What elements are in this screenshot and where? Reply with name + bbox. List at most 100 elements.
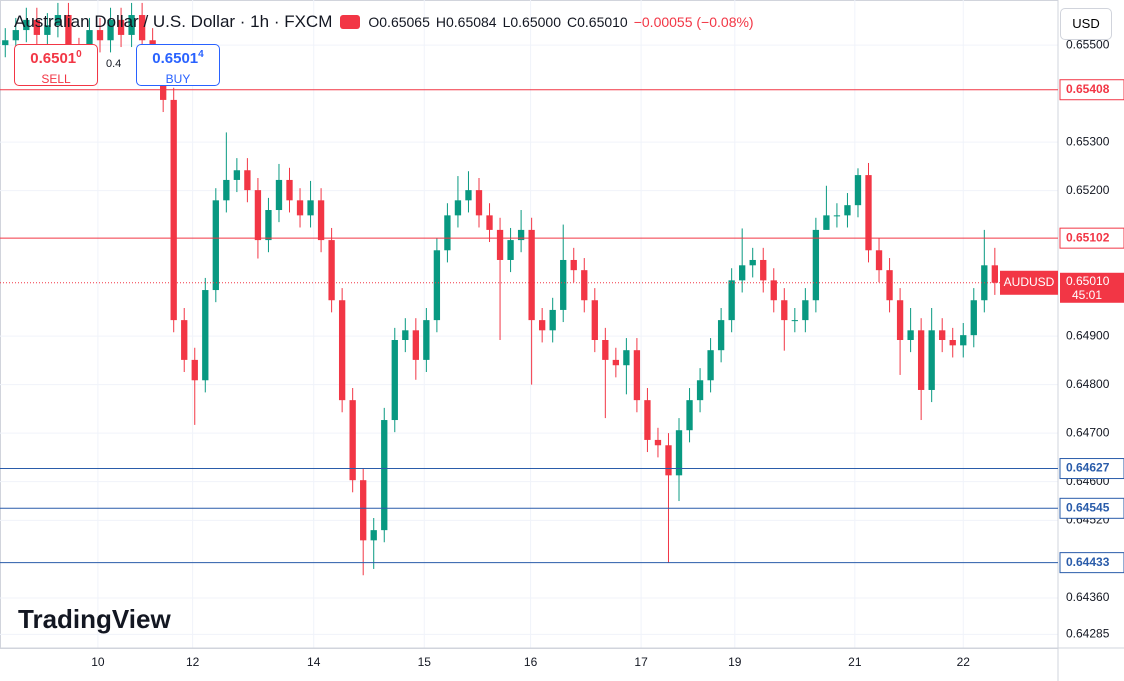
buy-button[interactable]: 0.65014 BUY <box>136 44 220 86</box>
candle-body <box>949 340 956 346</box>
candle-body <box>886 270 893 301</box>
candle-body <box>560 259 567 310</box>
candle-body <box>212 200 219 291</box>
candle-body <box>865 175 872 251</box>
candle-body <box>54 15 62 26</box>
y-tick-label: 0.65300 <box>1066 134 1110 148</box>
candle-body <box>802 300 809 321</box>
candle-body <box>496 229 504 260</box>
x-tick-label: 21 <box>848 655 862 669</box>
candle-body <box>296 200 304 216</box>
low: L0.65000 <box>502 14 561 30</box>
sell-label: SELL <box>41 72 71 86</box>
level-label: 0.64433 <box>1066 555 1110 569</box>
candle-body <box>928 330 935 390</box>
x-tick-label: 16 <box>524 655 538 669</box>
sell-sup: 0 <box>76 49 82 60</box>
header: Australian Dollar / U.S. Dollar · 1h · F… <box>14 12 754 32</box>
x-tick-label: 14 <box>307 655 321 669</box>
candle-body <box>486 215 493 230</box>
candle-body <box>728 280 735 321</box>
chart-title: Australian Dollar / U.S. Dollar · 1h · F… <box>14 12 333 31</box>
candle-body <box>812 229 820 301</box>
candle-body <box>412 330 419 360</box>
y-tick-label: 0.64360 <box>1066 590 1110 604</box>
candle-body <box>265 210 272 241</box>
level-label: 0.65408 <box>1066 82 1110 96</box>
high: H0.65084 <box>435 14 497 30</box>
candle-body <box>791 320 798 322</box>
candle-body <box>244 170 251 191</box>
sell-button[interactable]: 0.65010 SELL <box>14 44 98 86</box>
sell-price: 0.6501 <box>30 50 77 67</box>
candle-body <box>960 335 967 346</box>
candle-body <box>454 200 462 216</box>
open: O0.65065 <box>368 14 430 30</box>
candle-body <box>739 265 746 281</box>
candle-body <box>138 15 146 41</box>
buy-label: BUY <box>165 72 191 86</box>
candle-body <box>612 359 620 366</box>
candle-body <box>633 350 641 401</box>
candle-body <box>591 300 598 341</box>
candle-body <box>581 270 588 301</box>
logo: TradingView <box>18 604 171 634</box>
candle-body <box>707 350 714 381</box>
candle-body <box>528 229 535 321</box>
candle-body <box>833 215 841 217</box>
candle-body <box>423 320 430 360</box>
candle-body <box>907 330 914 341</box>
candle-body <box>117 19 125 35</box>
candle-body <box>507 240 514 260</box>
candle-body <box>360 480 367 541</box>
candle-body <box>602 340 609 360</box>
candle-body <box>970 300 977 336</box>
candle-body <box>275 179 283 211</box>
candle-body <box>254 190 262 241</box>
candle-body <box>170 99 177 321</box>
y-tick-label: 0.64800 <box>1066 377 1110 391</box>
buy-price: 0.6501 <box>152 50 199 67</box>
alert-icon[interactable] <box>340 15 361 29</box>
candle-body <box>444 215 451 251</box>
level-label: 0.65102 <box>1066 230 1110 244</box>
candle-body <box>644 400 651 440</box>
candle-body <box>570 259 577 271</box>
candle-body <box>223 179 230 201</box>
candle-body <box>23 19 30 31</box>
y-tick-label: 0.64285 <box>1066 627 1110 641</box>
candle-body <box>370 530 377 541</box>
candle-body <box>896 300 904 341</box>
candle-body <box>12 30 19 41</box>
candle-body <box>128 15 135 35</box>
candle-body <box>328 240 335 301</box>
x-tick-label: 19 <box>728 655 742 669</box>
ohlc: O0.65065 H0.65084 L0.65000 C0.65010 −0.0… <box>368 14 753 30</box>
candle-body <box>665 445 672 476</box>
candle-body <box>939 330 946 341</box>
currency-button[interactable]: USD <box>1060 8 1112 40</box>
candle-body <box>549 309 556 331</box>
candle-body <box>233 170 241 180</box>
x-tick-label: 22 <box>957 655 971 669</box>
candle-body <box>317 200 325 241</box>
last-price-label: 0.65010 <box>1066 274 1110 288</box>
candle-body <box>539 320 546 331</box>
candle-body <box>44 25 51 35</box>
candle-body <box>917 330 925 390</box>
candle-body <box>854 175 862 206</box>
change: −0.00055 (−0.08%) <box>633 14 754 30</box>
level-label: 0.64545 <box>1066 500 1110 514</box>
candle-body <box>844 205 851 216</box>
candle-body <box>696 380 704 401</box>
spread: 0.4 <box>106 58 122 70</box>
buy-sup: 4 <box>198 49 204 60</box>
x-tick-label: 12 <box>186 655 200 669</box>
level-tag <box>1059 227 1124 249</box>
x-tick-label: 10 <box>91 655 105 669</box>
candle-body <box>96 30 104 41</box>
candle-body <box>770 280 777 301</box>
candle-body <box>760 259 767 281</box>
level-tag <box>1059 552 1124 574</box>
